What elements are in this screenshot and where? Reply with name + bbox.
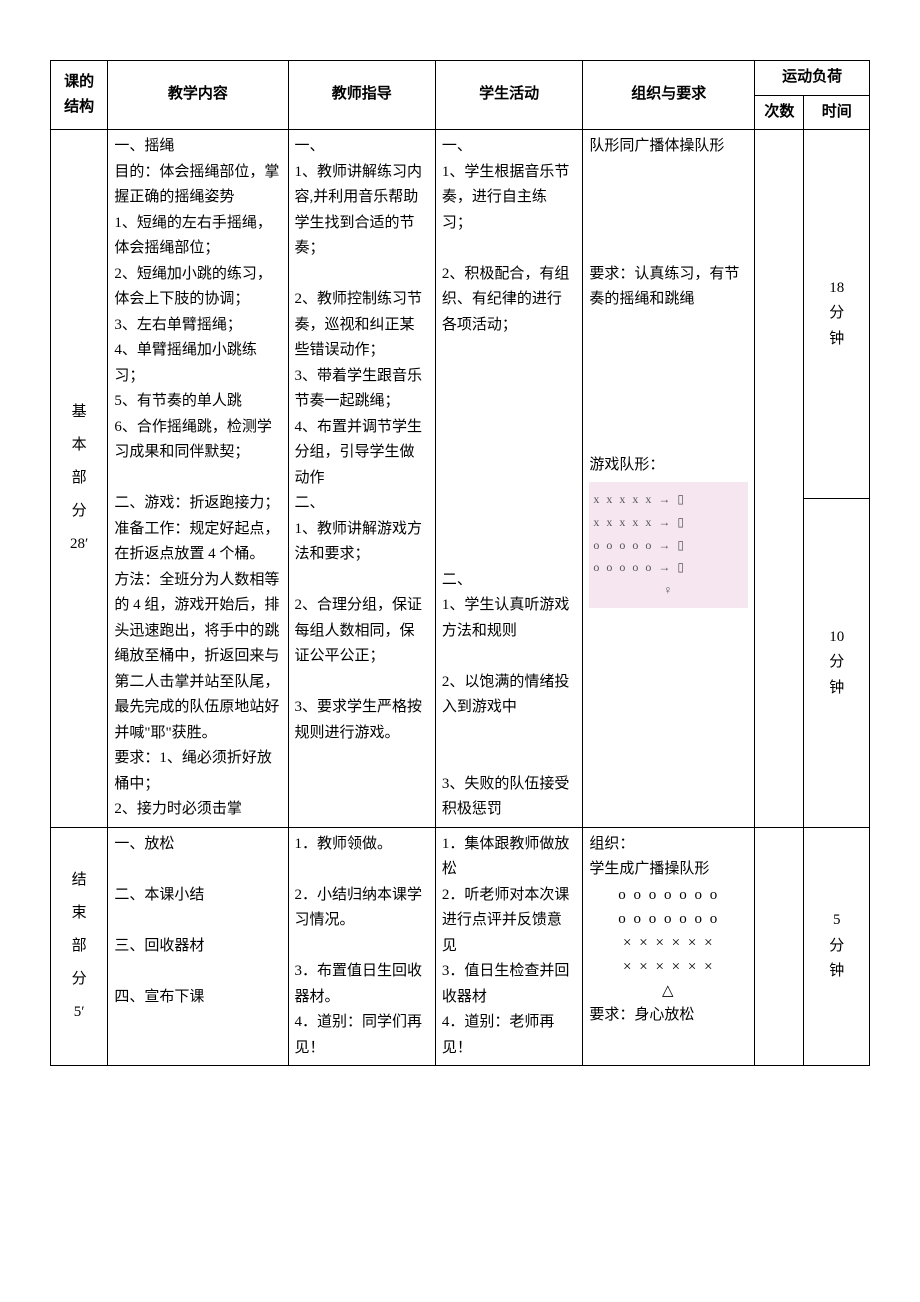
teacher-end: 1．教师领做。 2．小结归纳本课学习情况。 3．布置值日生回收器材。 4．道别：… (288, 827, 435, 1066)
student-end: 1．集体跟教师做放松 2．听老师对本次课进行点评并反馈意见 3．值日生检查并回收… (435, 827, 582, 1066)
teacher-basic: 一、 1、教师讲解练习内容,并利用音乐帮助学生找到合适的节奏； 2、教师控制练习… (288, 130, 435, 828)
org-basic-top: 队形同广播体操队形 要求：认真练习，有节奏的摇绳和跳绳 (589, 134, 748, 313)
row-basic-1: 基 本 部 分 28′ 一、摇绳 目的：体会摇绳部位，掌握正确的摇绳姿势 1、短… (51, 130, 870, 499)
hdr-structure: 课的 结构 (51, 61, 108, 130)
hdr-time: 时间 (804, 95, 870, 130)
count-basic (755, 130, 804, 828)
hdr-load: 运动负荷 (755, 61, 870, 96)
header-row-1: 课的 结构 教学内容 教师指导 学生活动 组织与要求 运动负荷 (51, 61, 870, 96)
org-basic-bottom-label: 游戏队形： (589, 453, 748, 479)
structure-end: 结 束 部 分 5′ (51, 827, 108, 1066)
hdr-student: 学生活动 (435, 61, 582, 130)
content-end: 一、放松 二、本课小结 三、回收器材 四、宣布下课 (108, 827, 288, 1066)
content-basic: 一、摇绳 目的：体会摇绳部位，掌握正确的摇绳姿势 1、短绳的左右手摇绳，体会摇绳… (108, 130, 288, 828)
hdr-content: 教学内容 (108, 61, 288, 130)
time-basic-1: 18 分 钟 (804, 130, 870, 499)
structure-basic: 基 本 部 分 28′ (51, 130, 108, 828)
time-basic-2: 10 分 钟 (804, 499, 870, 828)
end-formation-diagram: o o o o o o oo o o o o o o× × × × × ×× ×… (589, 883, 748, 1003)
hdr-org: 组织与要求 (583, 61, 755, 130)
org-end-req: 要求：身心放松 (589, 1003, 748, 1029)
game-formation-diagram: x x x x x → ▯x x x x x → ▯o o o o o → ▯o… (589, 482, 748, 608)
org-end-label: 组织： 学生成广播操队形 (589, 832, 748, 883)
time-end: 5 分 钟 (804, 827, 870, 1066)
row-end: 结 束 部 分 5′ 一、放松 二、本课小结 三、回收器材 四、宣布下课 1．教… (51, 827, 870, 1066)
student-basic: 一、 1、学生根据音乐节奏，进行自主练习； 2、积极配合，有组织、有纪律的进行各… (435, 130, 582, 828)
lesson-plan-table: 课的 结构 教学内容 教师指导 学生活动 组织与要求 运动负荷 次数 时间 基 … (50, 60, 870, 1066)
org-basic: 队形同广播体操队形 要求：认真练习，有节奏的摇绳和跳绳 游戏队形： x x x … (583, 130, 755, 828)
hdr-teacher: 教师指导 (288, 61, 435, 130)
count-end (755, 827, 804, 1066)
org-end: 组织： 学生成广播操队形 o o o o o o oo o o o o o o×… (583, 827, 755, 1066)
hdr-count: 次数 (755, 95, 804, 130)
